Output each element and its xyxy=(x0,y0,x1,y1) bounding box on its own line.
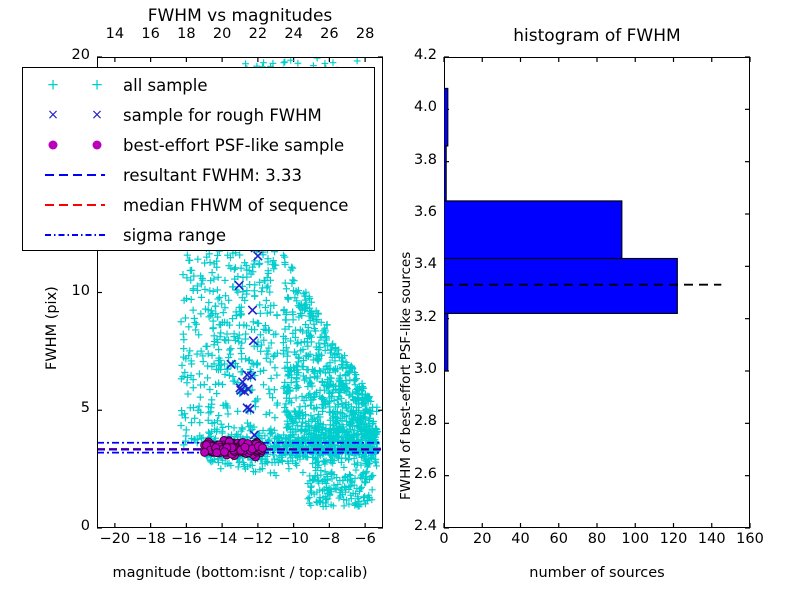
left-yticks-label: 5 xyxy=(80,400,90,417)
right-xticks-label: 60 xyxy=(549,531,568,547)
right-x-axis-label: number of sources xyxy=(529,565,665,581)
left-xticks-top-label: 20 xyxy=(212,26,232,42)
legend-marker-cross-icon: × × xyxy=(27,100,123,130)
left-xticks-bottom-label: −14 xyxy=(206,531,238,547)
left-xticks-top-label: 22 xyxy=(248,26,268,42)
legend-marker-dashed-icon xyxy=(27,160,123,190)
legend-glyph xyxy=(48,140,58,150)
left-xticks-bottom-label: −6 xyxy=(354,531,376,547)
legend-item: × × sample for rough FWHM xyxy=(27,100,374,130)
legend-item-label: best-effort PSF-like sample xyxy=(123,135,345,155)
left-xticks-top-label: 16 xyxy=(141,26,160,42)
right-yticks-label: 2.8 xyxy=(413,413,437,430)
legend-line-icon xyxy=(45,204,105,206)
legend-item: + + all sample xyxy=(27,70,374,100)
right-yticks-label: 3.4 xyxy=(413,256,437,273)
left-xticks-top-label: 14 xyxy=(105,26,125,42)
left-xticks-top-label: 28 xyxy=(355,26,375,42)
left-xticks-top-label: 26 xyxy=(320,26,339,42)
left-yticks-label: 0 xyxy=(80,518,90,534)
legend-box: + + all sample × × sample for rough FWHM best-… xyxy=(22,67,375,251)
right-yticks-label: 4.0 xyxy=(413,99,437,116)
legend-item: sigma range xyxy=(27,220,374,250)
left-xticks-bottom-label: −10 xyxy=(278,531,309,547)
right-xticks-label: 0 xyxy=(439,531,449,547)
left-xticks-bottom-label: −12 xyxy=(242,531,274,547)
right-yticks-label: 2.6 xyxy=(413,465,437,482)
right-xticks-label: 80 xyxy=(587,531,607,547)
left-xticks-bottom-label: −8 xyxy=(318,531,341,547)
legend-item: resultant FWHM: 3.33 xyxy=(27,160,374,190)
right-xticks-label: 100 xyxy=(621,531,650,547)
legend-line-icon xyxy=(45,174,105,176)
legend-item-label: median FHWM of sequence xyxy=(123,195,349,215)
right-yticks-label: 2.4 xyxy=(413,518,437,534)
left-xticks-bottom-label: −20 xyxy=(99,531,131,547)
right-yticks-label: 4.2 xyxy=(413,47,437,63)
right-xticks-label: 120 xyxy=(659,531,688,547)
legend-item-label: sigma range xyxy=(123,225,227,245)
legend-marker-dashdot-icon xyxy=(27,220,123,250)
legend-glyph: + xyxy=(90,75,104,94)
left-xticks-top-label: 18 xyxy=(177,26,196,42)
legend-glyph: + xyxy=(46,75,60,94)
left-panel-title: FWHM vs magnitudes xyxy=(147,6,333,26)
legend-item-label: sample for rough FWHM xyxy=(123,105,322,125)
right-yticks-label: 3.0 xyxy=(413,361,437,377)
left-yticks-label: 10 xyxy=(71,282,90,299)
right-yticks-label: 3.6 xyxy=(413,204,437,220)
right-yticks-label: 3.2 xyxy=(413,308,437,325)
legend-glyph xyxy=(92,140,102,150)
legend-item-label: all sample xyxy=(123,75,208,95)
legend-marker-dashed-icon xyxy=(27,190,123,220)
right-xticks-label: 160 xyxy=(736,531,764,547)
legend-item: median FHWM of sequence xyxy=(27,190,374,220)
right-xticks-label: 20 xyxy=(473,531,492,547)
right-panel-title: histogram of FWHM xyxy=(513,26,681,46)
left-xticks-bottom-label: −18 xyxy=(135,531,166,547)
legend-marker-dot-icon xyxy=(27,130,123,160)
legend-glyph: × xyxy=(91,107,103,123)
legend-marker-plus-icon: + + xyxy=(27,70,123,100)
right-xticks-label: 140 xyxy=(697,531,726,547)
legend-glyph: × xyxy=(47,107,59,123)
left-xticks-top-label: 24 xyxy=(284,26,303,42)
legend-item-label: resultant FWHM: 3.33 xyxy=(123,165,302,185)
left-xticks-bottom-label: −16 xyxy=(171,531,202,547)
left-yticks-label: 20 xyxy=(71,47,90,63)
right-xticks-label: 40 xyxy=(511,531,530,547)
left-x-axis-label: magnitude (bottom:isnt / top:calib) xyxy=(112,565,368,581)
right-yticks-label: 3.8 xyxy=(413,151,437,168)
legend-line-icon xyxy=(45,234,105,236)
legend-item: best-effort PSF-like sample xyxy=(27,130,374,160)
